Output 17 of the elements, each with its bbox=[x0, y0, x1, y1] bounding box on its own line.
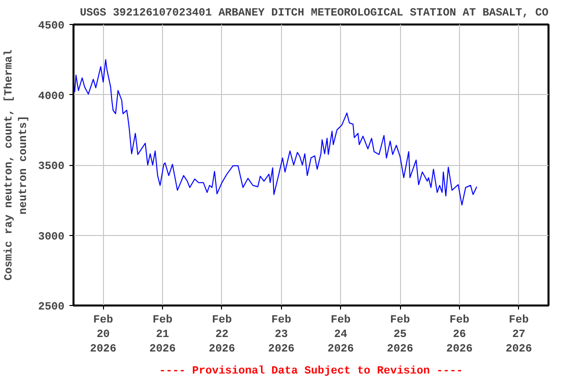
y-tick-label: 3000 bbox=[38, 231, 64, 244]
x-tick-label: Feb 20 2026 bbox=[90, 314, 116, 356]
x-tick-label: Feb 24 2026 bbox=[327, 314, 354, 356]
line-series bbox=[74, 59, 478, 206]
x-tick-label: Feb 25 2026 bbox=[386, 314, 414, 356]
x-tick-label: Feb 21 2026 bbox=[149, 314, 176, 356]
y-axis-title: Cosmic ray neutron, count, [Thermal neutron counts] bbox=[4, 49, 30, 281]
x-tick-label: Feb 26 2026 bbox=[446, 314, 473, 356]
chart-title: USGS 392126107023401 ARBANEY DITCH METEOROLOGICAL STATION AT BASALT, CO bbox=[80, 8, 549, 20]
y-tick-label: 4500 bbox=[38, 20, 64, 32]
text: ---- Provisional Data Subject to Revision ---- bbox=[159, 366, 463, 378]
y-tick-label: 3500 bbox=[38, 161, 64, 173]
x-tick-label: Feb 23 2026 bbox=[268, 314, 295, 356]
x-tick-label: Feb 22 2026 bbox=[208, 314, 236, 356]
x-tick-label: Feb 27 2026 bbox=[506, 314, 532, 356]
y-tick-label: 4000 bbox=[38, 90, 64, 103]
y-tick-label: 2500 bbox=[38, 302, 64, 314]
